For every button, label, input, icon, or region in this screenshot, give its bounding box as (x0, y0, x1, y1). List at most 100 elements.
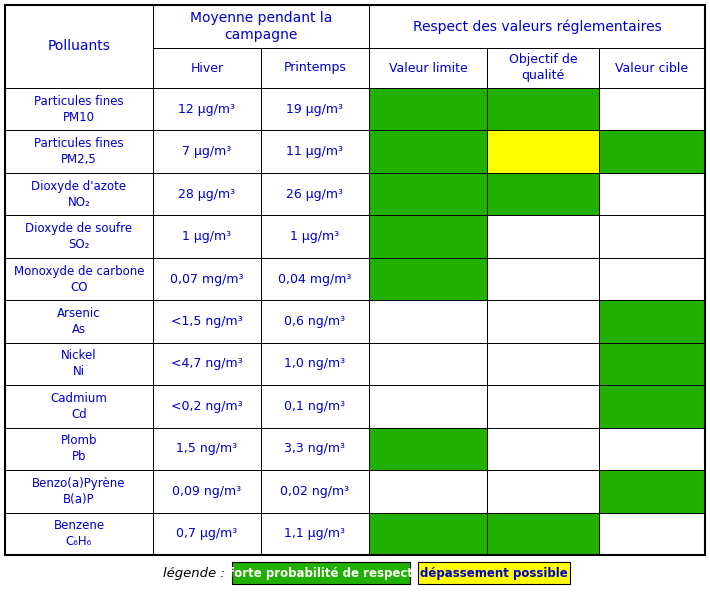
Bar (5, 300, 153, 343)
Text: 28 µg/m³: 28 µg/m³ (178, 188, 236, 201)
Text: 0,7 µg/m³: 0,7 µg/m³ (176, 527, 238, 540)
Bar (599, 343, 705, 385)
Bar (599, 470, 705, 513)
Bar (153, 343, 261, 385)
Text: 1 µg/m³: 1 µg/m³ (290, 230, 339, 243)
Text: Monoxyde de carbone
CO: Monoxyde de carbone CO (13, 265, 144, 294)
Text: Moyenne pendant la
campagne: Moyenne pendant la campagne (190, 11, 332, 42)
Bar (487, 130, 599, 173)
Bar (369, 130, 487, 173)
Bar (153, 130, 261, 173)
Bar (153, 428, 261, 470)
Bar (153, 215, 261, 258)
Bar (418, 562, 570, 584)
Bar (599, 130, 705, 173)
Text: 3,3 ng/m³: 3,3 ng/m³ (285, 443, 346, 455)
Text: 1,1 µg/m³: 1,1 µg/m³ (285, 527, 346, 540)
Bar (5, 88, 153, 130)
Bar (599, 428, 705, 470)
Text: Valeur cible: Valeur cible (616, 62, 689, 75)
Text: 7 µg/m³: 7 µg/m³ (182, 145, 231, 158)
Text: Arsenic
As: Arsenic As (58, 307, 101, 336)
Bar (5, 173, 153, 215)
Text: Dioxyde d'azote
NO₂: Dioxyde d'azote NO₂ (31, 180, 126, 209)
Bar (5, 513, 153, 555)
Bar (5, 470, 153, 513)
Bar (5, 215, 153, 258)
Bar (5, 5, 153, 88)
Text: 1,0 ng/m³: 1,0 ng/m³ (285, 358, 346, 370)
Text: Respect des valeurs réglementaires: Respect des valeurs réglementaires (413, 19, 662, 34)
Bar (5, 385, 153, 428)
Bar (261, 88, 369, 130)
Bar (261, 513, 369, 555)
Bar (261, 215, 369, 258)
Text: Valeur limite: Valeur limite (388, 62, 467, 75)
Bar (261, 470, 369, 513)
Text: 1,5 ng/m³: 1,5 ng/m³ (177, 443, 238, 455)
Text: 0,6 ng/m³: 0,6 ng/m³ (285, 315, 346, 328)
Text: Polluants: Polluants (48, 40, 111, 54)
Bar (487, 88, 599, 130)
Text: 19 µg/m³: 19 µg/m³ (287, 103, 344, 116)
Bar (369, 343, 487, 385)
Bar (487, 48, 599, 88)
Bar (261, 258, 369, 300)
Bar (599, 258, 705, 300)
Bar (369, 88, 487, 130)
Bar (153, 258, 261, 300)
Text: Benzene
C₆H₆: Benzene C₆H₆ (53, 519, 104, 548)
Bar (487, 300, 599, 343)
Bar (261, 173, 369, 215)
Text: 26 µg/m³: 26 µg/m³ (287, 188, 344, 201)
Text: dépassement possible: dépassement possible (420, 566, 568, 579)
Bar (369, 5, 705, 48)
Bar (5, 258, 153, 300)
Bar (369, 470, 487, 513)
Bar (599, 173, 705, 215)
Bar (5, 343, 153, 385)
Text: Benzo(a)Pyrène
B(a)P: Benzo(a)Pyrène B(a)P (32, 477, 126, 506)
Text: <4,7 ng/m³: <4,7 ng/m³ (171, 358, 243, 370)
Bar (599, 385, 705, 428)
Bar (487, 343, 599, 385)
Bar (153, 5, 369, 48)
Bar (487, 258, 599, 300)
Bar (5, 428, 153, 470)
Text: Particules fines
PM2,5: Particules fines PM2,5 (34, 137, 124, 166)
Bar (153, 88, 261, 130)
Bar (153, 48, 261, 88)
Text: 11 µg/m³: 11 µg/m³ (287, 145, 344, 158)
Text: Nickel
Ni: Nickel Ni (61, 350, 97, 379)
Text: 1 µg/m³: 1 µg/m³ (182, 230, 231, 243)
Bar (369, 300, 487, 343)
Bar (487, 428, 599, 470)
Bar (599, 300, 705, 343)
Bar (369, 215, 487, 258)
Bar (261, 385, 369, 428)
Bar (487, 385, 599, 428)
Bar (487, 215, 599, 258)
Text: 0,09 ng/m³: 0,09 ng/m³ (173, 485, 241, 498)
Text: 0,02 ng/m³: 0,02 ng/m³ (280, 485, 349, 498)
Bar (369, 48, 487, 88)
Text: légende :: légende : (163, 566, 225, 579)
Text: Dioxyde de soufre
SO₂: Dioxyde de soufre SO₂ (26, 222, 133, 251)
Bar (599, 88, 705, 130)
Text: 12 µg/m³: 12 µg/m³ (178, 103, 236, 116)
Bar (153, 173, 261, 215)
Text: 0,07 mg/m³: 0,07 mg/m³ (170, 273, 244, 286)
Text: Cadmium
Cd: Cadmium Cd (50, 392, 107, 421)
Bar (487, 173, 599, 215)
Bar (153, 470, 261, 513)
Text: 0,04 mg/m³: 0,04 mg/m³ (278, 273, 351, 286)
Bar (5, 130, 153, 173)
Bar (369, 173, 487, 215)
Bar (369, 428, 487, 470)
Bar (599, 48, 705, 88)
Bar (153, 300, 261, 343)
Bar (261, 428, 369, 470)
Text: <1,5 ng/m³: <1,5 ng/m³ (171, 315, 243, 328)
Bar (487, 470, 599, 513)
Bar (261, 48, 369, 88)
